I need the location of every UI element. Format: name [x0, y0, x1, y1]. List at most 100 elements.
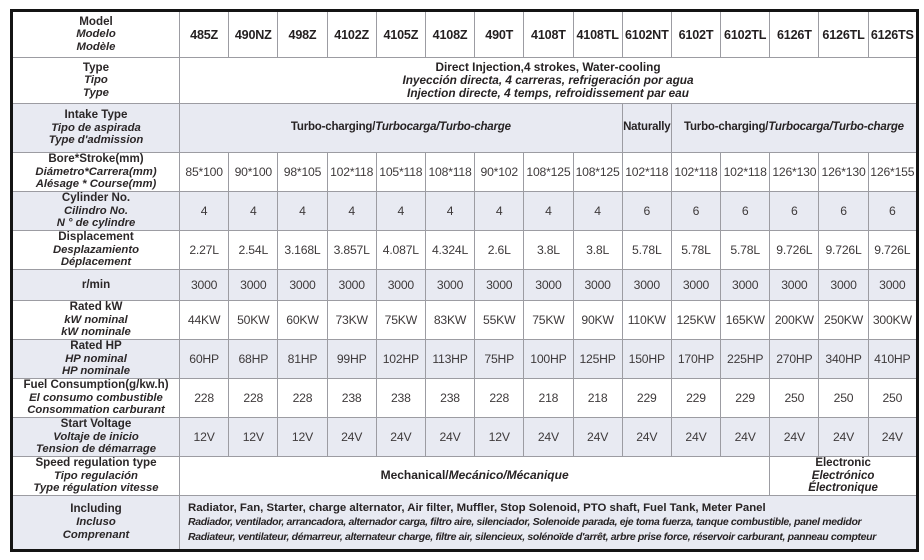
spec-value-cell: 165KW	[720, 299, 771, 340]
row-label-line: Type d'admission	[48, 134, 144, 147]
spec-value-cell: 90KW	[572, 299, 623, 340]
model-cell: 490T	[474, 10, 525, 58]
spec-value-cell: 3.168L	[277, 229, 328, 270]
table-row-model: Model Modelo Modèle 485Z 490NZ 498Z 4102Z 4105Z…	[11, 10, 919, 58]
spec-value-cell: 105*118	[375, 152, 426, 192]
row-label-line: Speed regulation type	[35, 456, 157, 469]
spec-span-cell: Turbo-charging/Turbocarga/Turbo-charge	[670, 103, 919, 153]
row-label-line: kW nominale	[61, 326, 131, 339]
spec-value-cell: 3.8L	[523, 229, 574, 270]
spec-value-cell: 4	[523, 190, 574, 231]
spec-value-cell: 24V	[326, 416, 377, 457]
spec-value-cell: 6	[670, 190, 722, 231]
spec-value-cell: 218	[572, 377, 623, 418]
spec-value-cell: 6	[621, 190, 672, 231]
model-cell: 4108Z	[424, 10, 476, 58]
spec-value-cell: 4	[474, 190, 525, 231]
row-label-line: kW nominal	[64, 313, 128, 326]
row-label-line: Fuel Consumption(g/kw.h)	[23, 378, 169, 391]
row-label-hp: Rated HP HP nominal HP nominale	[11, 338, 180, 379]
spec-value-cell: 250	[769, 377, 820, 418]
row-label-intake: Intake Type Tipo de aspirada Type d'admiss…	[11, 103, 180, 153]
spec-value-cell: 4	[178, 190, 230, 231]
cell-line: Radiateur, ventilateur, démarreur, alter…	[188, 530, 912, 545]
row-label-line: Model	[79, 14, 113, 28]
spec-value-cell: 102HP	[375, 338, 426, 379]
spec-value-cell: 4.324L	[424, 229, 476, 270]
spec-value-cell: 24V	[523, 416, 574, 457]
spec-value-cell: 126*130	[769, 152, 820, 192]
model-cell: 485Z	[178, 10, 230, 58]
spec-value-cell: 300KW	[867, 299, 919, 340]
spec-value-cell: 3000	[670, 268, 722, 301]
spec-table-body: Model Modelo Modèle 485Z 490NZ 498Z 4102Z 4105Z…	[11, 10, 919, 551]
spec-value-cell: 4	[277, 190, 328, 231]
spec-value-cell: 3000	[867, 268, 919, 301]
upright-text: Turbo-charging/	[290, 121, 376, 134]
table-row-voltage: Start Voltage Voltaje de inicio Tension de…	[11, 416, 919, 457]
spec-value-cell: 24V	[424, 416, 476, 457]
italic-text: Injection directe, 4 temps, refroidissem…	[407, 86, 689, 101]
spec-value-cell: 3000	[572, 268, 623, 301]
model-cell: 498Z	[277, 10, 328, 58]
spec-value-cell: 5.78L	[621, 229, 672, 270]
row-label-line: Modèle	[76, 40, 116, 53]
spec-value-cell: 5.78L	[720, 229, 771, 270]
table-row-displacement: Displacement Desplazamiento Déplacement 2.2…	[11, 229, 919, 270]
row-label-bore: Bore*Stroke(mm) Diámetro*Carrera(mm) Alésa…	[11, 152, 180, 192]
spec-value-cell: 3000	[720, 268, 771, 301]
spec-value-cell: 238	[326, 377, 377, 418]
spec-value-cell: 3000	[277, 268, 328, 301]
spec-value-cell: 9.726L	[818, 229, 869, 270]
spec-value-cell: 218	[523, 377, 574, 418]
italic-text: Électronique	[808, 482, 878, 495]
spec-value-cell: 200KW	[769, 299, 820, 340]
model-cell: 6102T	[670, 10, 722, 58]
row-label-displacement: Displacement Desplazamiento Déplacement	[11, 229, 180, 270]
table-row-speed: Speed regulation type Tipo regulación Type…	[11, 455, 918, 496]
model-cell: 4102Z	[326, 10, 377, 58]
spec-value-cell: 3000	[523, 268, 574, 301]
row-label-line: Type	[83, 86, 109, 99]
spec-value-cell: 12V	[474, 416, 525, 457]
spec-span-cell: Turbo-charging/Turbocarga/Turbo-charge	[179, 103, 623, 153]
spec-value-cell: 250	[818, 377, 869, 418]
model-cell: 4108TL	[572, 10, 623, 58]
spec-value-cell: 24V	[720, 416, 771, 457]
table-row-rmin: r/min 3000 3000 3000 3000 3000 3000 3000 3000 300…	[11, 268, 919, 301]
cell-line: Inyección directa, 4 carreras, refrigera…	[181, 73, 917, 87]
row-label-line: Rated HP	[70, 339, 122, 352]
cell-line: Naturally	[623, 121, 670, 134]
table-row-type: Type Tipo Type Direct Injection,4 strokes, …	[11, 57, 918, 104]
spec-value-cell: 75HP	[474, 338, 525, 379]
spec-value-cell: 55KW	[474, 299, 525, 340]
cell-line: Injection directe, 4 temps, refroidissem…	[181, 86, 917, 101]
spec-value-cell: 126*130	[818, 152, 869, 192]
spec-value-cell: 228	[178, 377, 230, 418]
row-label-line: Tipo regulación	[54, 469, 138, 482]
spec-value-cell: 81HP	[277, 338, 328, 379]
cell-line: Mechanical/Mecánico/Mécanique	[181, 468, 769, 483]
table-row-fuel: Fuel Consumption(g/kw.h) El consumo combu…	[11, 377, 919, 418]
row-label-line: Tension de démarrage	[35, 443, 157, 456]
spec-value-cell: 90*100	[228, 152, 279, 192]
table-row-cylinder: Cylinder No. Cilindro No. N ° de cylindre 4…	[11, 190, 919, 231]
row-label-kw: Rated kW kW nominal kW nominale	[11, 299, 180, 340]
row-label-including: Including Incluso Comprenant	[11, 494, 180, 551]
spec-value-cell: 4	[424, 190, 476, 231]
spec-span-cell: Electronic Electrónico Électronique	[769, 455, 918, 496]
spec-value-cell: 150HP	[621, 338, 672, 379]
row-label-line: Alésage * Course(mm)	[35, 178, 157, 191]
spec-value-cell: 12V	[228, 416, 279, 457]
spec-value-cell: 4	[375, 190, 426, 231]
spec-value-cell: 229	[720, 377, 771, 418]
spec-value-cell: 12V	[178, 416, 230, 457]
spec-span-cell: Naturally	[621, 103, 672, 153]
spec-value-cell: 3000	[769, 268, 820, 301]
spec-value-cell: 24V	[670, 416, 722, 457]
row-label-model: Model Modelo Modèle	[11, 10, 180, 58]
spec-value-cell: 108*118	[424, 152, 476, 192]
spec-value-cell: 410HP	[867, 338, 919, 379]
upright-text: Mechanical/	[380, 468, 449, 483]
row-label-line: Start Voltage	[60, 417, 132, 430]
